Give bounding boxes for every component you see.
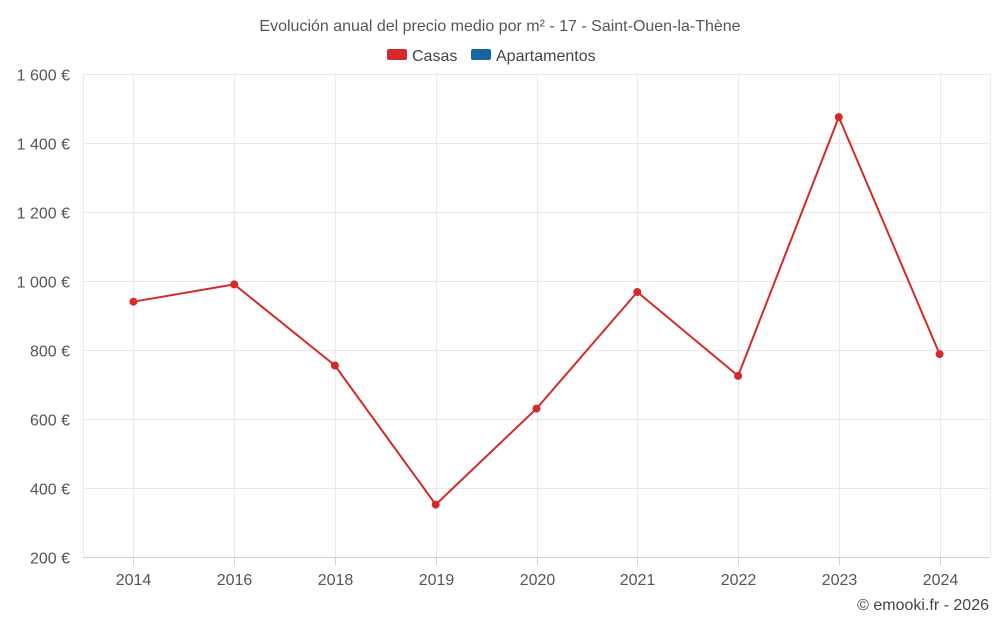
series-layer xyxy=(129,113,944,509)
data-point-casas[interactable] xyxy=(230,280,239,289)
legend-swatch-apartamentos xyxy=(471,49,491,60)
x-tick-label: 2024 xyxy=(923,572,959,589)
series-line-casas xyxy=(133,116,941,506)
legend-label-apartamentos: Apartamentos xyxy=(496,48,596,65)
x-tick-label: 2022 xyxy=(721,572,757,589)
y-tick-label: 200 € xyxy=(30,551,70,568)
grid-layer xyxy=(83,74,991,558)
y-tick-label: 400 € xyxy=(30,482,70,499)
data-point-casas[interactable] xyxy=(633,288,642,296)
credit-text: © emooki.fr - 2026 xyxy=(857,597,989,614)
data-point-casas[interactable] xyxy=(734,371,743,380)
legend: Casas Apartamentos xyxy=(387,48,596,65)
y-tick-label: 600 € xyxy=(30,413,70,430)
y-tick-label: 1 200 € xyxy=(17,206,70,223)
y-tick-label: 1 600 € xyxy=(17,68,70,85)
x-tick-label: 2016 xyxy=(217,572,253,589)
legend-item-casas[interactable]: Casas xyxy=(387,48,457,65)
data-point-casas[interactable] xyxy=(330,361,339,370)
legend-swatch-casas xyxy=(387,49,407,60)
legend-item-apartamentos[interactable]: Apartamentos xyxy=(471,48,596,65)
x-tick-label: 2020 xyxy=(520,572,556,589)
axis-layer: 200 € 400 € 600 € 800 € 1 000 € 1 200 € 1 400 … xyxy=(17,68,959,590)
y-tick-label: 1 400 € xyxy=(17,137,70,154)
legend-label-casas: Casas xyxy=(412,48,457,65)
chart-title: Evolución anual del precio medio por m² … xyxy=(259,18,740,35)
data-point-casas[interactable] xyxy=(129,297,138,306)
x-tick-label: 2014 xyxy=(116,572,152,589)
data-point-casas[interactable] xyxy=(431,500,440,509)
data-point-casas[interactable] xyxy=(834,113,843,122)
data-point-casas[interactable] xyxy=(935,350,944,359)
x-tick-label: 2023 xyxy=(822,572,858,589)
x-tick-label: 2021 xyxy=(620,572,656,589)
y-tick-label: 1 000 € xyxy=(17,275,70,292)
data-point-casas[interactable] xyxy=(532,404,541,413)
x-tick-label: 2018 xyxy=(318,572,354,589)
y-tick-label: 800 € xyxy=(30,344,70,361)
x-tick-label: 2019 xyxy=(419,572,455,589)
